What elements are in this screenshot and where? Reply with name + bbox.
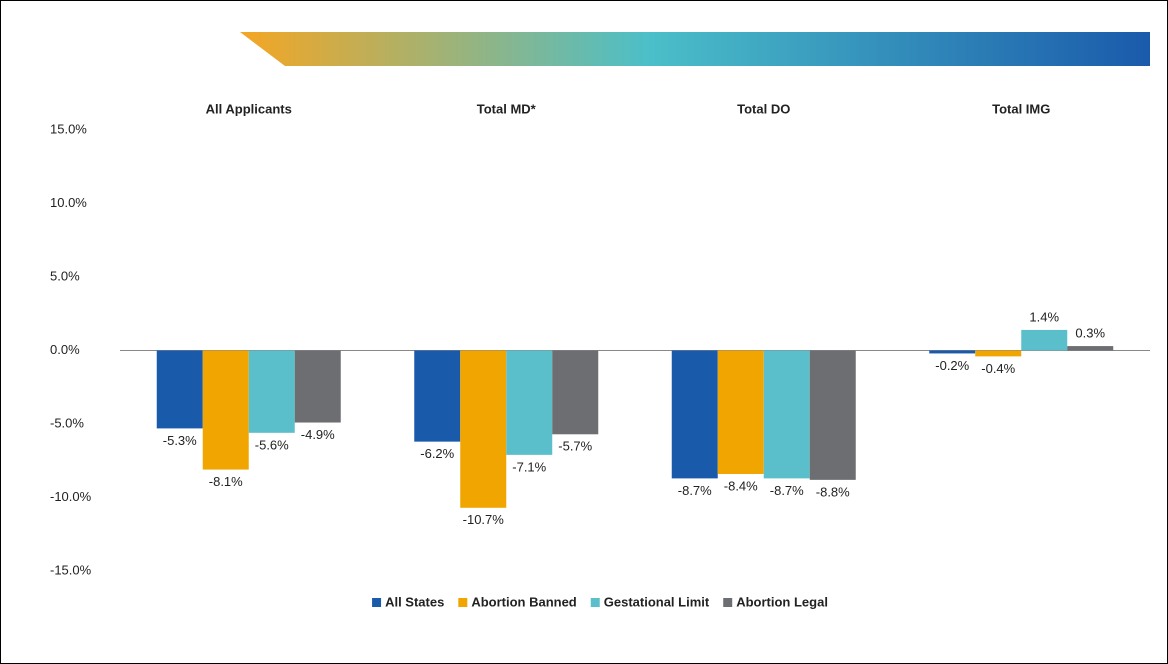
bar [671, 350, 718, 479]
value-label: -8.7% [678, 483, 712, 498]
bar [248, 350, 295, 433]
bar [1021, 329, 1068, 351]
value-label: -5.6% [255, 437, 289, 452]
value-label: -5.3% [163, 433, 197, 448]
legend-label: Abortion Banned [471, 594, 576, 609]
bar [156, 350, 203, 429]
bar [506, 350, 553, 455]
bar [717, 350, 764, 474]
value-label: -8.8% [816, 484, 850, 499]
legend-label: Abortion Legal [736, 594, 828, 609]
legend-swatch [723, 598, 733, 607]
bar [202, 350, 249, 470]
y-tick-label: 5.0% [50, 268, 80, 283]
legend-swatch [372, 598, 382, 607]
category-label: Total DO [737, 101, 790, 116]
value-label: -10.7% [463, 512, 505, 527]
banner [240, 32, 1150, 66]
bar [929, 350, 976, 354]
y-tick-label: -15.0% [50, 562, 92, 577]
value-label: -6.2% [420, 446, 454, 461]
value-label: 1.4% [1029, 309, 1059, 324]
value-label: 0.3% [1075, 326, 1105, 341]
value-label: -8.4% [724, 478, 758, 493]
category-label: Total IMG [992, 101, 1050, 116]
category-label: Total MD* [477, 101, 537, 116]
legend-label: All States [385, 594, 444, 609]
y-tick-label: 10.0% [50, 195, 87, 210]
bar [975, 350, 1022, 357]
value-label: -4.9% [301, 427, 335, 442]
value-label: -8.1% [209, 474, 243, 489]
bar [414, 350, 461, 442]
value-label: -0.4% [981, 361, 1015, 376]
value-label: -8.7% [770, 483, 804, 498]
bar [1067, 346, 1114, 351]
legend-label: Gestational Limit [604, 594, 710, 609]
value-label: -0.2% [935, 358, 969, 373]
y-tick-label: 15.0% [50, 121, 87, 136]
value-label: -7.1% [512, 459, 546, 474]
legend-swatch [458, 598, 468, 607]
y-tick-label: 0.0% [50, 342, 80, 357]
y-tick-label: -5.0% [50, 415, 84, 430]
value-label: -5.7% [558, 439, 592, 454]
bar [763, 350, 810, 479]
bar [809, 350, 856, 480]
y-tick-label: -10.0% [50, 489, 92, 504]
bar [552, 350, 599, 435]
category-label: All Applicants [206, 101, 292, 116]
bar [460, 350, 507, 508]
legend-swatch [590, 598, 600, 607]
bar [294, 350, 341, 423]
